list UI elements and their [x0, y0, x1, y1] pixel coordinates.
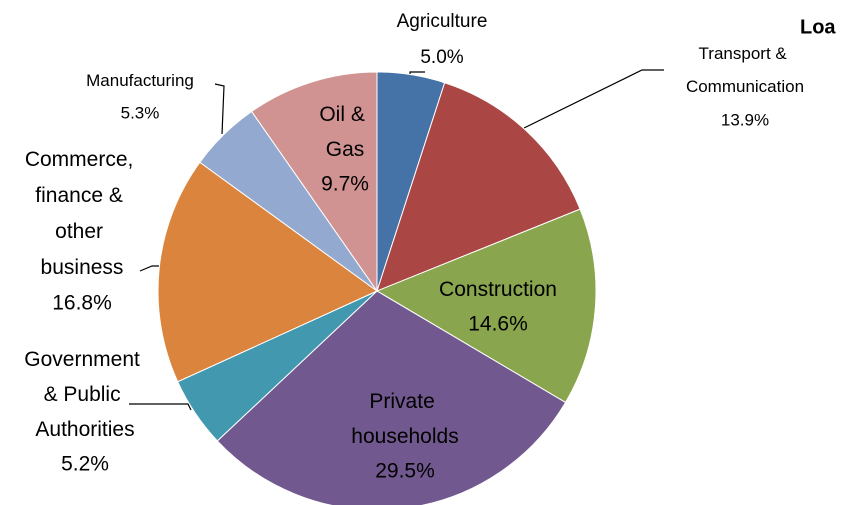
leader-line: [129, 403, 192, 411]
slices: [157, 71, 597, 505]
pie-slice: [250, 71, 378, 293]
value-label: 13.9%: [721, 110, 769, 129]
pie-slice: [375, 208, 597, 404]
slice-label: Oil & Gas: [319, 103, 370, 161]
value-label: 14.6%: [468, 313, 528, 336]
value-label: 5.0%: [420, 47, 463, 68]
slice-label: Construction: [439, 278, 557, 301]
value-label: 5.2%: [61, 453, 109, 476]
slice-label: Manufacturing: [86, 71, 194, 90]
slice-label: Transport & Communication: [686, 44, 804, 96]
slice-label: Commerce, finance & other business: [25, 148, 139, 279]
value-label: 29.5%: [375, 460, 435, 483]
pie-slice: [216, 290, 567, 505]
leader-line: [523, 69, 664, 129]
pie-slice: [157, 161, 378, 383]
chart-title: Loa: [800, 16, 836, 38]
slice-label: Private households: [351, 390, 458, 448]
slice-label: Agriculture: [397, 11, 488, 32]
value-label: 16.8%: [52, 292, 112, 315]
slice-label: Government & Public Authorities: [24, 348, 145, 441]
value-label: 9.7%: [321, 173, 369, 196]
value-label: 5.3%: [121, 103, 160, 122]
leader-line: [214, 83, 225, 135]
pie-slice: [376, 82, 581, 292]
leader-line: [139, 265, 162, 272]
